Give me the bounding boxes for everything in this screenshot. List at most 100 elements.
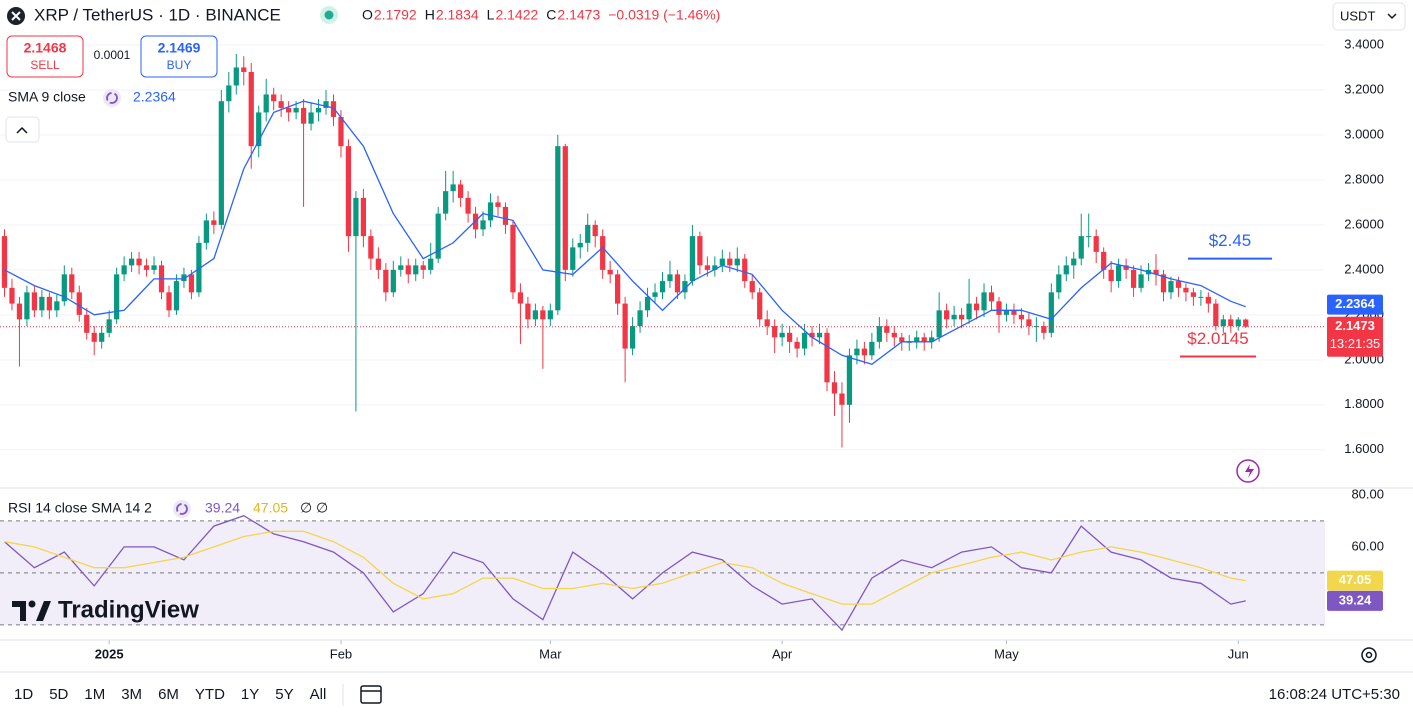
y-tick-label: 1.8000 bbox=[1344, 396, 1384, 411]
range-bar: 1D 5D 1M 3M 6M YTD 1Y 5Y All bbox=[14, 686, 326, 703]
candle-body bbox=[435, 213, 441, 259]
rsi-legend: RSI 14 close SMA 14 2 bbox=[8, 500, 152, 516]
candle-body bbox=[779, 332, 785, 338]
candle-body bbox=[1130, 269, 1137, 288]
last-price-tag-bg bbox=[1327, 316, 1383, 357]
buy-price[interactable]: 2.1469 bbox=[158, 40, 201, 56]
candle-body bbox=[248, 71, 254, 147]
alert-icon-bolt bbox=[1245, 464, 1254, 478]
candle-body bbox=[1093, 236, 1099, 252]
candle-body bbox=[1153, 269, 1159, 275]
buy-label[interactable]: BUY bbox=[167, 58, 192, 72]
candle-body bbox=[936, 310, 942, 338]
candle-body bbox=[674, 274, 681, 293]
rsi-line bbox=[4, 514, 1246, 632]
currency-label[interactable]: USDT bbox=[1340, 8, 1375, 23]
candle-body bbox=[1026, 319, 1032, 327]
candle-body bbox=[659, 281, 666, 293]
candle-body bbox=[181, 274, 187, 282]
indicator-icon-mark bbox=[176, 503, 188, 515]
sma-legend: SMA 9 close bbox=[8, 89, 86, 105]
candle-body bbox=[555, 146, 561, 311]
candle-body bbox=[353, 197, 359, 237]
candle-body bbox=[600, 236, 606, 270]
candle-body bbox=[644, 296, 651, 311]
candle-body bbox=[667, 274, 673, 282]
range-button[interactable]: 5Y bbox=[275, 686, 293, 703]
candle-body bbox=[106, 319, 112, 333]
candle-body bbox=[405, 265, 411, 275]
candle-body bbox=[480, 220, 486, 230]
alert-icon[interactable] bbox=[1236, 459, 1260, 483]
candle-body bbox=[16, 303, 23, 320]
candle-body bbox=[570, 247, 576, 270]
settings-icon[interactable] bbox=[1361, 647, 1377, 663]
candle-body bbox=[218, 101, 224, 225]
candle-body bbox=[495, 202, 501, 207]
candle-body bbox=[390, 269, 396, 293]
candle-body bbox=[1071, 258, 1077, 266]
candle-body bbox=[450, 184, 456, 192]
candle-body bbox=[166, 292, 172, 311]
sma-line bbox=[4, 100, 1246, 366]
range-button[interactable]: 1D bbox=[14, 686, 33, 703]
candle-body bbox=[121, 265, 127, 275]
candle-body bbox=[1235, 319, 1241, 327]
candle-body bbox=[607, 269, 613, 275]
range-button[interactable]: 3M bbox=[121, 686, 142, 703]
candle-body bbox=[921, 337, 927, 342]
brand-mark bbox=[36, 601, 51, 621]
candle-body bbox=[794, 341, 800, 349]
range-button[interactable]: YTD bbox=[195, 686, 225, 703]
rsi-ma-value: 47.05 bbox=[253, 500, 288, 516]
candle-body bbox=[1048, 292, 1054, 333]
candle-body bbox=[712, 265, 718, 270]
candle-body bbox=[869, 341, 875, 356]
sell-price[interactable]: 2.1468 bbox=[24, 40, 67, 56]
sell-button[interactable] bbox=[6, 35, 84, 78]
buy-button[interactable] bbox=[140, 35, 218, 78]
candle-body bbox=[704, 265, 710, 270]
range-button[interactable]: 5D bbox=[49, 686, 68, 703]
candle-body bbox=[1086, 236, 1092, 238]
candle-body bbox=[899, 337, 905, 342]
sell-label[interactable]: SELL bbox=[30, 58, 60, 72]
candle-body bbox=[764, 319, 770, 327]
candle-body bbox=[951, 314, 957, 320]
candle-body bbox=[988, 292, 995, 302]
empty-value: ∅ bbox=[300, 500, 312, 516]
y-tick-label: 3.0000 bbox=[1344, 126, 1384, 141]
range-button[interactable]: 1Y bbox=[241, 686, 259, 703]
range-button[interactable]: 1M bbox=[84, 686, 105, 703]
candle-body bbox=[1063, 265, 1069, 275]
range-button[interactable]: All bbox=[310, 686, 327, 703]
x-tick-label: Feb bbox=[330, 646, 352, 661]
sma-price-tag: 2.2364 bbox=[1335, 296, 1376, 311]
brand-name: TradingView bbox=[58, 596, 199, 623]
candle-body bbox=[443, 191, 449, 214]
candle-body bbox=[136, 258, 142, 266]
candle-body bbox=[846, 355, 853, 405]
candle-body bbox=[958, 314, 965, 320]
clock: 16:08:24 UTC+5:30 bbox=[1269, 686, 1400, 703]
candle-body bbox=[457, 184, 464, 198]
candle-body bbox=[315, 107, 322, 113]
y-tick-label: 3.4000 bbox=[1344, 36, 1384, 51]
candle-body bbox=[413, 265, 419, 275]
y-tick-label: 2.4000 bbox=[1344, 261, 1384, 276]
candle-body bbox=[854, 348, 860, 356]
goto-date-icon[interactable] bbox=[360, 685, 382, 704]
candle-body bbox=[143, 265, 150, 270]
candle-body bbox=[69, 274, 75, 293]
candle-body bbox=[876, 326, 882, 342]
currency-selector[interactable] bbox=[1332, 2, 1406, 31]
candle-body bbox=[1228, 319, 1234, 327]
candle-body bbox=[577, 242, 583, 248]
candle-body bbox=[330, 101, 337, 117]
candle-body bbox=[622, 303, 628, 349]
candle-body bbox=[293, 107, 299, 113]
candle-body bbox=[1011, 310, 1017, 315]
range-button[interactable]: 6M bbox=[158, 686, 179, 703]
candle-body bbox=[226, 85, 232, 102]
candle-body bbox=[151, 265, 157, 270]
